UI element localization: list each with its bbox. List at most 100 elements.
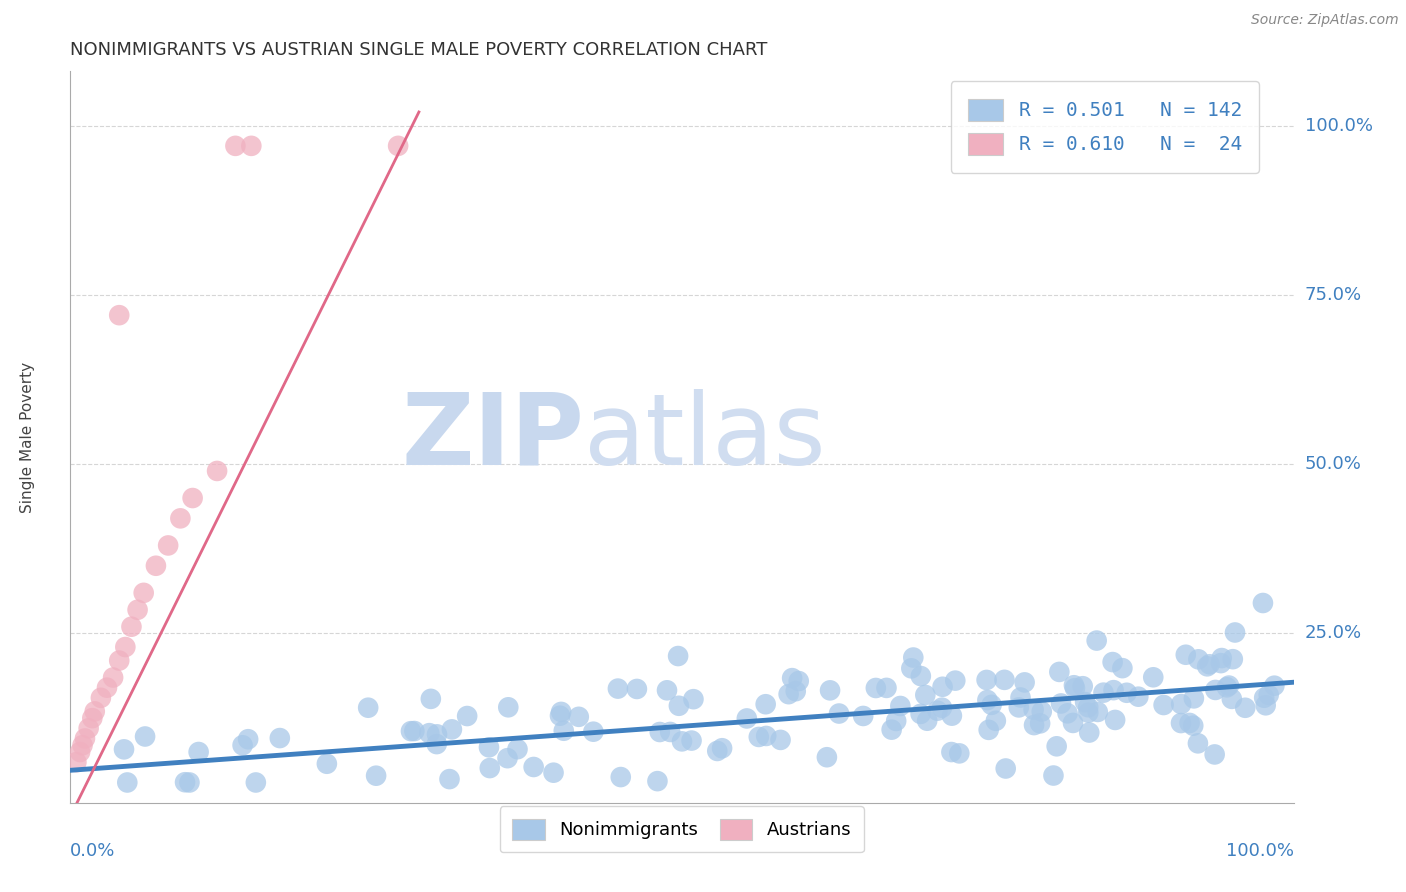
Text: Single Male Poverty: Single Male Poverty bbox=[20, 361, 35, 513]
Point bbox=[735, 711, 758, 725]
Point bbox=[426, 737, 449, 751]
Point bbox=[1022, 703, 1045, 717]
Point bbox=[1204, 747, 1226, 762]
Point bbox=[134, 730, 156, 744]
Point bbox=[205, 464, 228, 478]
Point bbox=[108, 308, 131, 322]
Point bbox=[553, 723, 575, 738]
Text: ZIP: ZIP bbox=[401, 389, 583, 485]
Point bbox=[269, 731, 291, 745]
Point bbox=[666, 648, 689, 663]
Point bbox=[903, 650, 925, 665]
Point bbox=[1178, 715, 1201, 730]
Point bbox=[568, 710, 591, 724]
Point bbox=[1220, 691, 1243, 706]
Point bbox=[145, 558, 167, 573]
Point bbox=[404, 724, 426, 739]
Point bbox=[681, 733, 703, 747]
Text: 100.0%: 100.0% bbox=[1305, 117, 1372, 135]
Point bbox=[1153, 698, 1175, 712]
Text: Source: ZipAtlas.com: Source: ZipAtlas.com bbox=[1251, 13, 1399, 28]
Point bbox=[69, 745, 91, 759]
Point bbox=[671, 734, 693, 748]
Point bbox=[496, 751, 519, 765]
Point bbox=[1209, 656, 1232, 670]
Point bbox=[1087, 705, 1109, 719]
Text: 0.0%: 0.0% bbox=[70, 842, 115, 860]
Point bbox=[112, 742, 135, 756]
Point bbox=[1102, 683, 1125, 698]
Point bbox=[980, 698, 1002, 712]
Point bbox=[117, 775, 139, 789]
Point bbox=[1253, 690, 1275, 705]
Point bbox=[1234, 700, 1257, 714]
Point bbox=[1022, 718, 1045, 732]
Point bbox=[1182, 719, 1205, 733]
Point bbox=[994, 762, 1017, 776]
Text: 25.0%: 25.0% bbox=[1305, 624, 1362, 642]
Point bbox=[1182, 691, 1205, 706]
Point bbox=[1104, 713, 1126, 727]
Point bbox=[157, 538, 180, 552]
Point bbox=[357, 700, 380, 714]
Point bbox=[1222, 652, 1244, 666]
Point bbox=[655, 683, 678, 698]
Text: 100.0%: 100.0% bbox=[1226, 842, 1294, 860]
Point bbox=[224, 139, 246, 153]
Point bbox=[77, 721, 100, 735]
Point bbox=[1085, 633, 1108, 648]
Point bbox=[943, 673, 966, 688]
Point bbox=[1077, 700, 1099, 714]
Point bbox=[366, 769, 388, 783]
Point bbox=[626, 681, 648, 696]
Point bbox=[181, 491, 204, 505]
Point bbox=[419, 691, 441, 706]
Point bbox=[478, 761, 501, 775]
Point bbox=[1142, 670, 1164, 684]
Point bbox=[927, 704, 949, 718]
Point bbox=[582, 724, 605, 739]
Point bbox=[1078, 725, 1101, 739]
Point bbox=[977, 723, 1000, 737]
Point bbox=[179, 775, 201, 789]
Point bbox=[1008, 700, 1031, 714]
Legend: Nonimmigrants, Austrians: Nonimmigrants, Austrians bbox=[499, 806, 865, 852]
Point bbox=[668, 698, 690, 713]
Point bbox=[399, 724, 422, 739]
Point bbox=[876, 681, 898, 695]
Point bbox=[543, 765, 565, 780]
Point bbox=[711, 741, 734, 756]
Point bbox=[993, 673, 1015, 687]
Text: NONIMMIGRANTS VS AUSTRIAN SINGLE MALE POVERTY CORRELATION CHART: NONIMMIGRANTS VS AUSTRIAN SINGLE MALE PO… bbox=[70, 41, 768, 59]
Point bbox=[523, 760, 546, 774]
Point bbox=[748, 730, 770, 744]
Text: 75.0%: 75.0% bbox=[1305, 285, 1362, 304]
Point bbox=[1056, 706, 1078, 721]
Point bbox=[910, 706, 932, 721]
Point bbox=[648, 725, 671, 739]
Point bbox=[815, 750, 838, 764]
Point bbox=[1062, 715, 1084, 730]
Point bbox=[65, 755, 87, 769]
Point bbox=[755, 729, 778, 743]
Point bbox=[1216, 681, 1239, 695]
Point bbox=[1111, 661, 1133, 675]
Text: 50.0%: 50.0% bbox=[1305, 455, 1361, 473]
Point bbox=[1251, 596, 1274, 610]
Point bbox=[1211, 651, 1233, 665]
Point bbox=[1198, 657, 1220, 672]
Point bbox=[1042, 768, 1064, 782]
Point bbox=[548, 708, 571, 723]
Point bbox=[780, 671, 803, 685]
Point bbox=[976, 673, 998, 687]
Point bbox=[1014, 675, 1036, 690]
Point bbox=[1010, 690, 1032, 705]
Point bbox=[1071, 679, 1094, 693]
Point bbox=[315, 756, 337, 771]
Point bbox=[127, 603, 149, 617]
Point bbox=[941, 708, 963, 723]
Point bbox=[72, 738, 94, 752]
Point bbox=[101, 671, 124, 685]
Point bbox=[948, 747, 970, 761]
Point bbox=[914, 688, 936, 702]
